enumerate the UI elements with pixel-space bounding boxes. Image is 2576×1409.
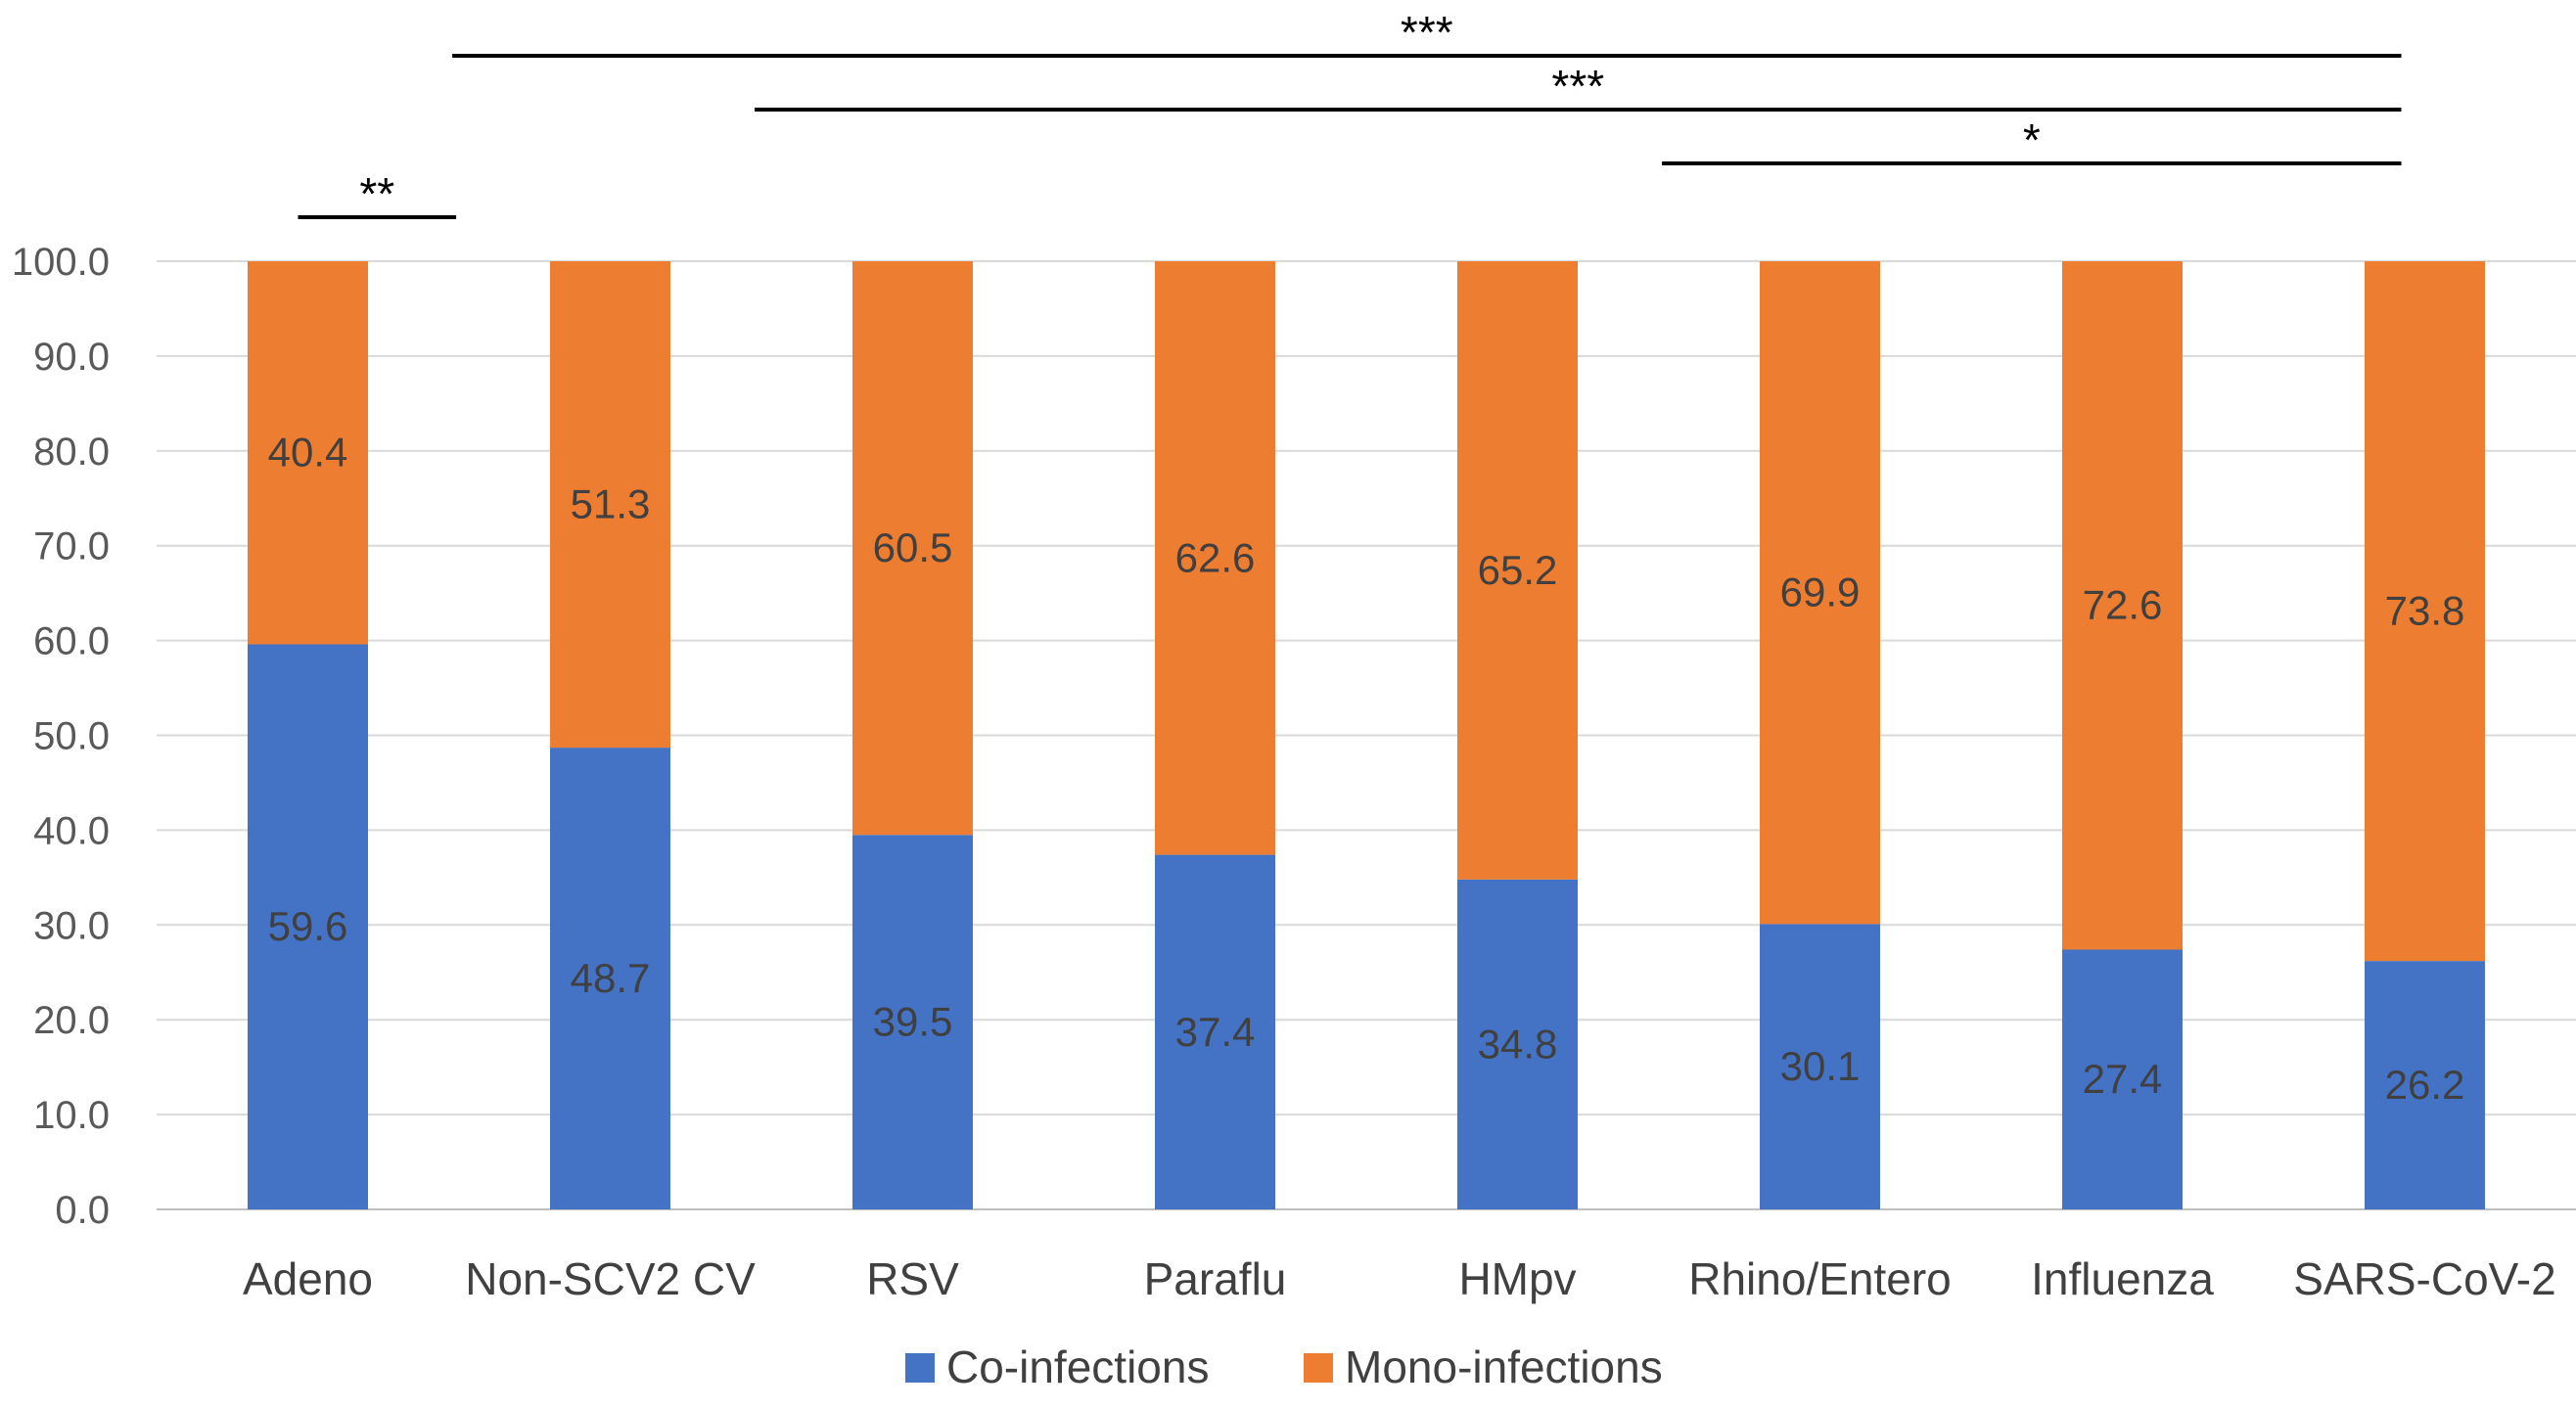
legend: Co-infections Mono-infections <box>905 1341 1663 1392</box>
legend-swatch-co-infections <box>905 1353 935 1383</box>
significance-label: ** <box>359 168 394 219</box>
bar-co-infections-influenza <box>2062 949 2183 1209</box>
data-label-mono-infections-non-scv2-cv: 51.3 <box>571 481 651 527</box>
legend-label-mono-infections: Mono-infections <box>1345 1341 1663 1392</box>
data-label-co-infections-hmpv: 34.8 <box>1478 1021 1558 1067</box>
bar-mono-infections-rsv <box>852 261 973 836</box>
y-tick-label: 0.0 <box>55 1189 110 1232</box>
y-tick-label: 70.0 <box>33 525 110 568</box>
category-label-influenza: Influenza <box>2031 1253 2214 1304</box>
y-tick-label: 20.0 <box>33 999 110 1042</box>
category-label-adeno: Adeno <box>243 1253 373 1304</box>
y-tick-label: 50.0 <box>33 715 110 758</box>
bar-mono-infections-hmpv <box>1457 261 1578 880</box>
bar-mono-infections-non-scv2-cv <box>550 261 670 749</box>
x-axis-categories: Adeno Non-SCV2 CV RSV Paraflu HMpv Rhino/Ente… <box>243 1253 2556 1304</box>
data-label-co-infections-sars-cov-2: 26.2 <box>2385 1062 2465 1108</box>
category-label-paraflu: Paraflu <box>1144 1253 1287 1304</box>
y-tick-label: 40.0 <box>33 809 110 852</box>
legend-label-co-infections: Co-infections <box>946 1341 1209 1392</box>
bars <box>248 261 2485 1209</box>
data-label-co-infections-rhino-entero: 30.1 <box>1780 1043 1861 1089</box>
data-label-mono-infections-influenza: 72.6 <box>2083 582 2163 628</box>
significance-label: *** <box>1401 7 1453 58</box>
data-label-co-infections-adeno: 59.6 <box>268 903 348 949</box>
y-tick-label: 80.0 <box>33 431 110 474</box>
bar-co-infections-hmpv <box>1457 879 1578 1209</box>
data-label-co-infections-paraflu: 37.4 <box>1175 1009 1256 1055</box>
bar-co-infections-adeno <box>248 644 368 1209</box>
y-tick-label: 60.0 <box>33 620 110 663</box>
data-label-mono-infections-adeno: 40.4 <box>268 430 348 476</box>
y-tick-label: 10.0 <box>33 1094 110 1137</box>
data-label-mono-infections-sars-cov-2: 73.8 <box>2385 588 2465 634</box>
category-label-rsv: RSV <box>866 1253 959 1304</box>
significance-brackets: ********* <box>298 7 2402 219</box>
bar-mono-infections-sars-cov-2 <box>2365 261 2485 962</box>
bar-mono-infections-adeno <box>248 261 368 645</box>
category-label-rhino-entero: Rhino/Entero <box>1688 1253 1952 1304</box>
category-label-hmpv: HMpv <box>1458 1253 1576 1304</box>
data-label-mono-infections-rhino-entero: 69.9 <box>1780 569 1861 615</box>
y-tick-label: 90.0 <box>33 336 110 379</box>
bar-co-infections-rhino-entero <box>1760 924 1880 1209</box>
legend-swatch-mono-infections <box>1304 1353 1333 1383</box>
significance-label: *** <box>1551 61 1604 112</box>
bar-co-infections-rsv <box>852 835 973 1209</box>
y-tick-label: 30.0 <box>33 904 110 947</box>
gridlines <box>157 260 2576 1210</box>
bar-co-infections-paraflu <box>1155 854 1275 1209</box>
data-label-co-infections-non-scv2-cv: 48.7 <box>571 955 651 1001</box>
bar-co-infections-sars-cov-2 <box>2365 961 2485 1209</box>
category-label-sars-cov-2: SARS-CoV-2 <box>2293 1253 2555 1304</box>
data-labels: 59.6 40.4 48.7 51.3 39.5 60.5 37.4 62.6 34.8 65.2… <box>268 430 2465 1108</box>
significance-label: * <box>2023 114 2041 165</box>
bar-mono-infections-paraflu <box>1155 261 1275 855</box>
category-label-non-scv2-cv: Non-SCV2 CV <box>465 1253 756 1304</box>
y-axis-ticks: 0.0 10.0 20.0 30.0 40.0 50.0 60.0 70.0 80.0 90.0 1… <box>12 241 110 1232</box>
bar-mono-infections-influenza <box>2062 261 2183 950</box>
data-label-co-infections-rsv: 39.5 <box>873 999 953 1045</box>
y-tick-label: 100.0 <box>12 241 110 284</box>
data-label-mono-infections-paraflu: 62.6 <box>1175 534 1256 580</box>
data-label-mono-infections-hmpv: 65.2 <box>1478 547 1558 593</box>
bar-co-infections-non-scv2-cv <box>550 748 670 1209</box>
data-label-mono-infections-rsv: 60.5 <box>873 524 953 570</box>
bar-mono-infections-rhino-entero <box>1760 261 1880 925</box>
data-label-co-infections-influenza: 27.4 <box>2083 1056 2163 1102</box>
